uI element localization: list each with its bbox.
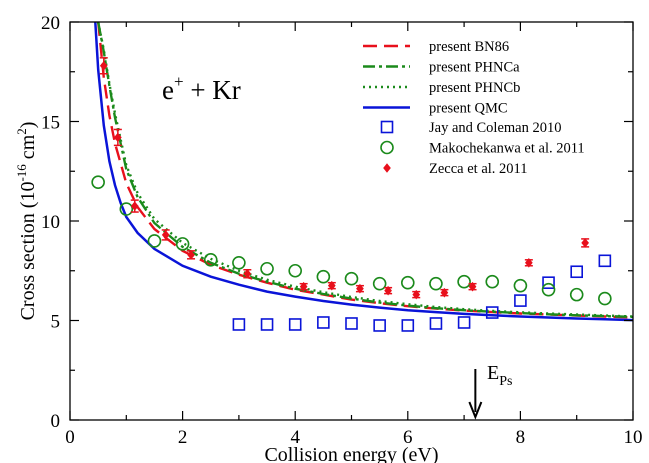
y-tick-label-20: 20 xyxy=(41,13,60,34)
eps-label: EPs xyxy=(487,362,512,389)
legend-label-jay: Jay and Coleman 2010 xyxy=(429,120,562,136)
point-makochekanwa-18 xyxy=(599,293,611,305)
legend-label-present-phncb: present PHNCb xyxy=(429,80,520,96)
point-makochekanwa-16 xyxy=(543,284,555,296)
point-jay-0 xyxy=(233,319,244,330)
point-makochekanwa-11 xyxy=(402,277,414,289)
point-makochekanwa-2 xyxy=(148,235,160,247)
point-makochekanwa-8 xyxy=(317,271,329,283)
plot-content xyxy=(92,22,633,331)
x-tick-label-10: 10 xyxy=(624,427,643,448)
point-makochekanwa-7 xyxy=(289,265,301,277)
point-jay-2 xyxy=(290,319,301,330)
point-makochekanwa-15 xyxy=(514,280,526,292)
x-tick-label-2: 2 xyxy=(178,427,188,448)
x-tick-label-8: 8 xyxy=(516,427,526,448)
legend-label-present-qmc: present QMC xyxy=(429,101,508,117)
point-makochekanwa-0 xyxy=(92,176,104,188)
legend: present BN86 present PHNCa present PHNCb pr… xyxy=(363,39,585,177)
point-makochekanwa-6 xyxy=(261,263,273,275)
point-jay-11 xyxy=(543,277,554,288)
point-jay-3 xyxy=(318,317,329,328)
chart-annotation-title: e+ + Kr xyxy=(162,72,241,105)
point-makochekanwa-10 xyxy=(374,278,386,290)
point-jay-1 xyxy=(262,319,273,330)
point-makochekanwa-12 xyxy=(430,278,442,290)
point-makochekanwa-14 xyxy=(486,276,498,288)
x-tick-label-0: 0 xyxy=(65,427,75,448)
legend-label-present-bn86: present BN86 xyxy=(429,39,509,55)
legend-label-makochekanwa: Makochekanwa et al. 2011 xyxy=(429,141,585,157)
point-jay-6 xyxy=(402,320,413,331)
y-axis-label: Cross section (10-16 cm2) xyxy=(14,122,39,321)
point-jay-12 xyxy=(571,266,582,277)
point-zecca-14 xyxy=(582,239,588,247)
x-axis-label: Collision energy (eV) xyxy=(264,444,438,463)
legend-marker-zecca xyxy=(384,164,390,172)
legend-label-zecca: Zecca et al. 2011 xyxy=(429,161,528,177)
point-jay-4 xyxy=(346,318,357,329)
point-jay-13 xyxy=(599,255,610,266)
legend-label-present-phnca: present PHNCa xyxy=(429,60,520,76)
y-tick-label-15: 15 xyxy=(41,113,60,134)
point-jay-8 xyxy=(459,317,470,328)
point-jay-5 xyxy=(374,320,385,331)
point-jay-10 xyxy=(515,295,526,306)
legend-marker-jay xyxy=(382,122,393,133)
point-makochekanwa-17 xyxy=(571,289,583,301)
point-makochekanwa-9 xyxy=(346,273,358,285)
point-makochekanwa-13 xyxy=(458,276,470,288)
y-tick-label-10: 10 xyxy=(41,212,60,233)
point-makochekanwa-5 xyxy=(233,257,245,269)
y-tick-label-0: 0 xyxy=(51,411,61,432)
y-tick-label-5: 5 xyxy=(51,312,61,333)
point-jay-7 xyxy=(430,318,441,329)
legend-marker-makochekanwa xyxy=(381,142,393,154)
